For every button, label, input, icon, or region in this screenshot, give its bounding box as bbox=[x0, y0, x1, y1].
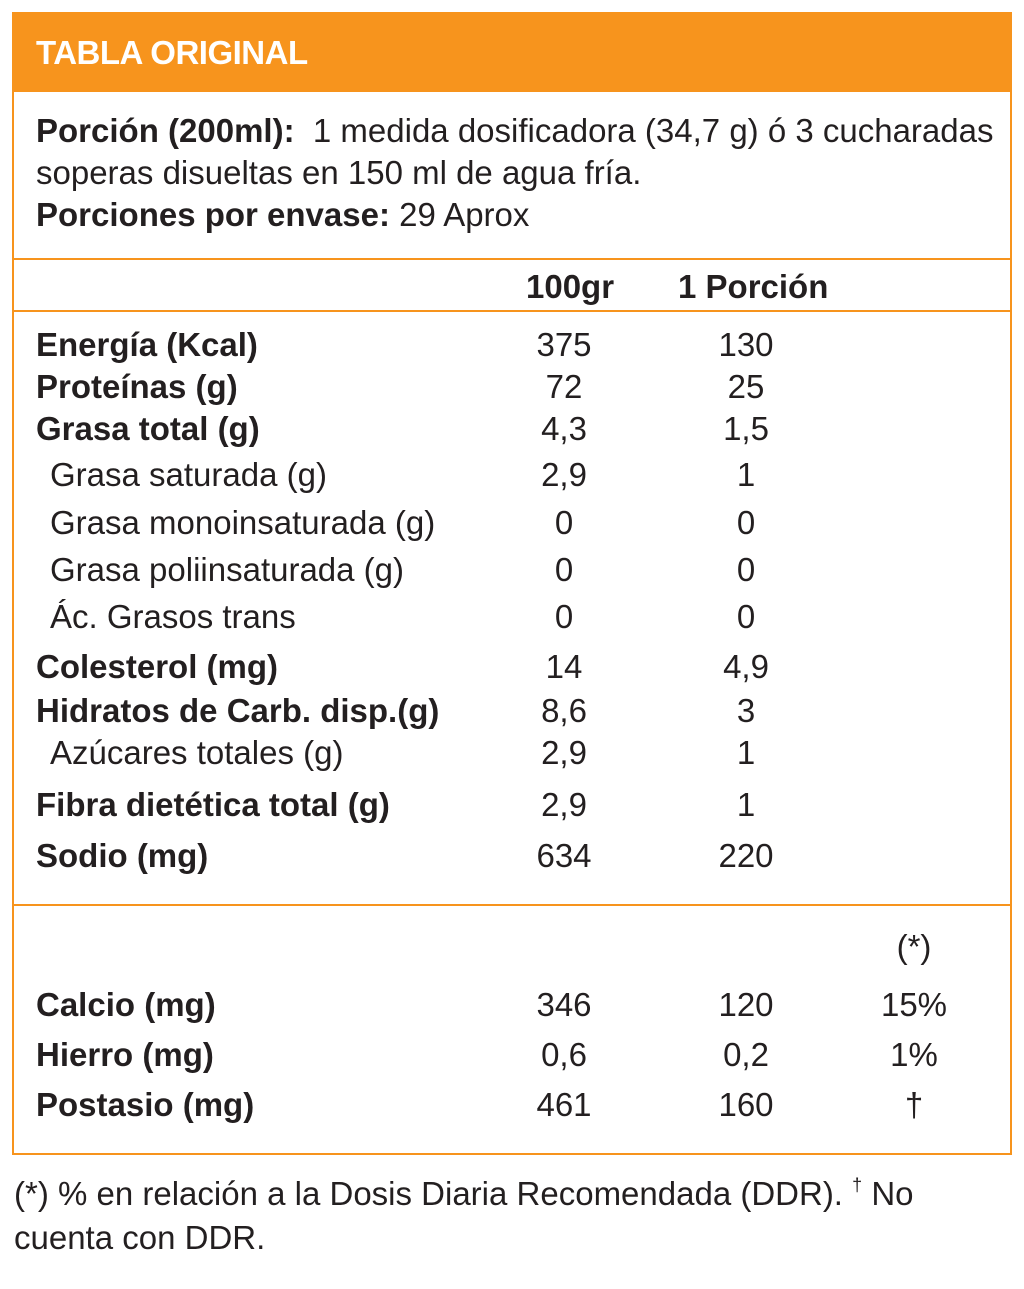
value-100gr: 2,9 bbox=[541, 456, 587, 493]
row-label: Grasa poliinsaturada (g) bbox=[50, 551, 405, 588]
footnote-text: (*) % en relación a la Dosis Diaria Reco… bbox=[14, 1175, 843, 1212]
value-100gr: 4,3 bbox=[541, 410, 587, 447]
row-label: Grasa total (g) bbox=[36, 410, 260, 447]
table-row: Proteínas (g) 72 25 bbox=[14, 368, 1010, 412]
table-row: Colesterol (mg) 14 4,9 bbox=[14, 648, 1010, 692]
row-label: Grasa monoinsaturada (g) bbox=[50, 504, 436, 541]
value-portion: 4,9 bbox=[723, 648, 769, 685]
value-100gr: 2,9 bbox=[541, 786, 587, 823]
table-row: Azúcares totales (g) 2,9 1 bbox=[14, 734, 1010, 778]
value-portion: 130 bbox=[718, 326, 774, 363]
table-row: Postasio (mg) 461 160 † bbox=[14, 1086, 1010, 1130]
value-portion: 1,5 bbox=[723, 410, 769, 447]
value-100gr: 0,6 bbox=[541, 1036, 587, 1073]
value-portion: 0 bbox=[736, 598, 756, 635]
value-100gr: 2,9 bbox=[541, 734, 587, 771]
value-100gr: 14 bbox=[545, 648, 583, 685]
dagger-mark: † bbox=[852, 1175, 863, 1195]
row-label: Fibra dietética total (g) bbox=[36, 786, 390, 823]
value-portion: 3 bbox=[736, 692, 756, 729]
portion-text: 1 medida dosificadora (34,7 g) ó 3 cucha… bbox=[36, 112, 994, 191]
value-portion: 1 bbox=[736, 734, 756, 771]
table-row: Hierro (mg) 0,6 0,2 1% bbox=[14, 1036, 1010, 1080]
table-row: Calcio (mg) 346 120 15% bbox=[14, 986, 1010, 1030]
value-portion: 220 bbox=[718, 837, 774, 874]
value-100gr: 0 bbox=[554, 598, 574, 635]
value-portion: 160 bbox=[718, 1086, 774, 1123]
table-row: Ác. Grasos trans 0 0 bbox=[14, 598, 1010, 642]
value-100gr: 461 bbox=[536, 1086, 592, 1123]
row-label: Sodio (mg) bbox=[36, 837, 209, 874]
table-row: Energía (Kcal) 375 130 bbox=[14, 326, 1010, 370]
table-row: Hidratos de Carb. disp.(g) 8,6 3 bbox=[14, 692, 1010, 736]
table-row: Grasa total (g) 4,3 1,5 bbox=[14, 410, 1010, 454]
table-row: Grasa poliinsaturada (g) 0 0 bbox=[14, 551, 1010, 595]
value-portion: 0 bbox=[736, 504, 756, 541]
table-row: Grasa saturada (g) 2,9 1 bbox=[14, 456, 1010, 500]
column-header-portion: 1 Porción bbox=[678, 268, 829, 305]
nutrition-table: TABLA ORIGINAL Porción (200ml): 1 medida… bbox=[12, 12, 1012, 1155]
value-100gr: 0 bbox=[554, 551, 574, 588]
column-header-ddr: (*) bbox=[896, 928, 932, 965]
value-100gr: 634 bbox=[536, 837, 592, 874]
row-label: Postasio (mg) bbox=[36, 1086, 255, 1123]
per-container-label: Porciones por envase: bbox=[36, 196, 390, 233]
per-container-value: 29 Aprox bbox=[399, 196, 530, 233]
row-label: Grasa saturada (g) bbox=[50, 456, 327, 493]
row-label: Proteínas (g) bbox=[36, 368, 238, 405]
divider bbox=[14, 310, 1010, 312]
footnote-text-ddr: No cuenta con DDR. bbox=[14, 1175, 914, 1256]
value-portion: 1 bbox=[736, 786, 756, 823]
table-row: Sodio (mg) 634 220 bbox=[14, 837, 1010, 881]
row-label: Hierro (mg) bbox=[36, 1036, 214, 1073]
table-row: Fibra dietética total (g) 2,9 1 bbox=[14, 786, 1010, 830]
value-100gr: 346 bbox=[536, 986, 592, 1023]
value-portion: 0,2 bbox=[723, 1036, 769, 1073]
value-ddr: 15% bbox=[880, 986, 948, 1023]
ddr-header-row: (*) bbox=[14, 928, 1010, 972]
divider bbox=[14, 258, 1010, 260]
table-row: Grasa monoinsaturada (g) 0 0 bbox=[14, 504, 1010, 548]
value-portion: 1 bbox=[736, 456, 756, 493]
row-label: Azúcares totales (g) bbox=[50, 734, 344, 771]
row-label: Calcio (mg) bbox=[36, 986, 216, 1023]
row-label: Hidratos de Carb. disp.(g) bbox=[36, 692, 440, 729]
table-header: TABLA ORIGINAL bbox=[14, 14, 1010, 92]
row-label: Colesterol (mg) bbox=[36, 648, 279, 685]
footnote: (*) % en relación a la Dosis Diaria Reco… bbox=[14, 1172, 1014, 1260]
value-100gr: 8,6 bbox=[541, 692, 587, 729]
column-header-100gr: 100gr bbox=[526, 268, 615, 305]
value-portion: 0 bbox=[736, 551, 756, 588]
value-ddr: 1% bbox=[890, 1036, 938, 1073]
table-title: TABLA ORIGINAL bbox=[36, 34, 308, 71]
value-100gr: 0 bbox=[554, 504, 574, 541]
row-label: Ác. Grasos trans bbox=[50, 598, 296, 635]
row-label: Energía (Kcal) bbox=[36, 326, 258, 363]
value-100gr: 375 bbox=[536, 326, 592, 363]
value-100gr: 72 bbox=[545, 368, 583, 405]
value-portion: 120 bbox=[718, 986, 774, 1023]
divider bbox=[14, 904, 1010, 906]
portion-label: Porción (200ml): bbox=[36, 112, 295, 149]
value-ddr: † bbox=[904, 1086, 924, 1123]
value-portion: 25 bbox=[727, 368, 765, 405]
serving-info: Porción (200ml): 1 medida dosificadora (… bbox=[36, 110, 996, 236]
